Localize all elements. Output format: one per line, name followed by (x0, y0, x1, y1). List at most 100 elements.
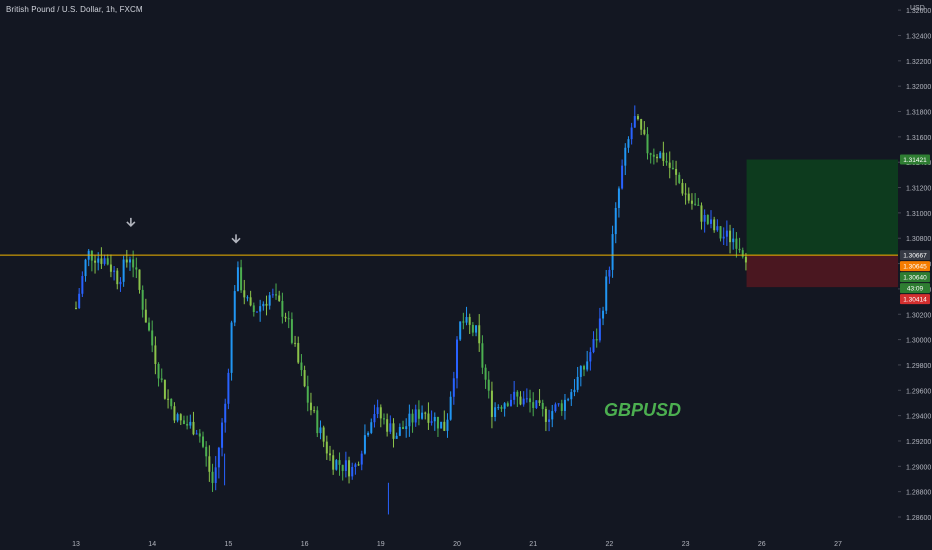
candle-body (294, 342, 297, 344)
candle-body (494, 407, 497, 417)
time-tick-label: 13 (72, 541, 80, 548)
candle-body (392, 423, 395, 439)
candle-body (259, 306, 262, 312)
candle-body (195, 433, 198, 435)
candle-body (449, 396, 452, 420)
candle-body (427, 413, 430, 423)
candle-body (646, 134, 649, 154)
candle-body (621, 165, 624, 189)
candle-body (468, 317, 471, 325)
candle-body (649, 153, 652, 155)
price-tick-label: 1.31800 (906, 110, 931, 117)
candle-body (710, 219, 712, 224)
candle-body (535, 400, 538, 408)
position-zones (746, 159, 915, 288)
candle-body (598, 318, 601, 341)
candle-body (119, 281, 122, 285)
price-tick-label: 1.32400 (906, 33, 931, 40)
candle-body (509, 399, 512, 406)
price-label-box (900, 250, 930, 261)
candle-body (313, 410, 316, 412)
candle-body (144, 309, 147, 323)
candle-body (729, 230, 732, 243)
candle-body (262, 303, 265, 307)
price-tick-label: 1.30200 (906, 312, 931, 319)
candle-body (570, 392, 573, 400)
candle-body (513, 391, 516, 400)
candle-body (443, 421, 446, 431)
candle-body (303, 370, 306, 387)
symbol-watermark: GBPUSD (604, 400, 682, 420)
candle-body (424, 412, 427, 414)
candle-body (290, 319, 293, 343)
candle-body (532, 402, 535, 408)
candle-body (221, 422, 224, 448)
candle-body (341, 464, 344, 471)
candle-body (475, 325, 478, 333)
time-tick-label: 16 (301, 541, 309, 548)
candle-body (151, 330, 154, 346)
price-tick-label: 1.30000 (906, 338, 931, 345)
candle-body (249, 297, 252, 306)
time-tick-label: 27 (834, 541, 842, 548)
candle-body (633, 116, 636, 128)
candle-body (563, 399, 566, 411)
candle-body (90, 250, 93, 261)
candle-body (525, 398, 528, 400)
price-tick-label: 1.28600 (906, 515, 931, 522)
candle-body (459, 321, 462, 340)
candle-body (506, 403, 509, 406)
loss-zone[interactable] (746, 255, 915, 288)
candle-body (713, 219, 716, 231)
candle-body (227, 372, 230, 404)
candle-body (148, 322, 151, 331)
candle-body (338, 460, 341, 465)
candle-body (690, 200, 693, 204)
candle-body (236, 267, 239, 292)
candle-body (287, 318, 290, 320)
candle-body (430, 421, 433, 423)
candle-body (662, 152, 665, 161)
candle-body (243, 290, 246, 298)
candle-body (132, 259, 135, 268)
candle-body (402, 427, 405, 430)
price-label-box (900, 272, 930, 283)
candle-body (386, 419, 389, 432)
candle-body (376, 407, 379, 415)
candle-body (471, 324, 474, 333)
candle-body (379, 407, 382, 419)
currency-label: USD (910, 5, 925, 12)
candle-body (268, 295, 271, 306)
candle-body (519, 396, 522, 405)
profit-zone[interactable] (746, 159, 915, 256)
candle-body (316, 410, 319, 434)
down-arrow-icon (231, 234, 241, 244)
candle-body (370, 422, 373, 433)
candle-body (297, 343, 300, 363)
price-label-text: 1.30640 (903, 275, 927, 282)
candle-body (198, 433, 201, 437)
candle-body (214, 467, 217, 483)
time-axis[interactable]: 13 14 15 16 19 20 21 22 23 26 27 (72, 541, 842, 548)
candle-body (189, 421, 192, 426)
price-label-box (900, 261, 930, 272)
price-tick-label: 1.29800 (906, 363, 931, 370)
candle-body (278, 295, 281, 301)
candle-body (700, 205, 703, 222)
candle-body (173, 406, 176, 421)
time-tick-label: 19 (377, 541, 385, 548)
candle-body (329, 453, 331, 456)
candle-body (103, 258, 106, 264)
candle-body (643, 129, 646, 135)
candle-body (246, 297, 249, 299)
candle-body (675, 169, 678, 175)
candle-body (122, 259, 125, 282)
candle-body (163, 379, 166, 399)
candle-body (205, 446, 208, 457)
candle-body (678, 174, 681, 183)
candle-body (602, 310, 605, 319)
candle-body (395, 435, 398, 439)
candle-body (398, 427, 401, 436)
candle-body (176, 414, 179, 421)
